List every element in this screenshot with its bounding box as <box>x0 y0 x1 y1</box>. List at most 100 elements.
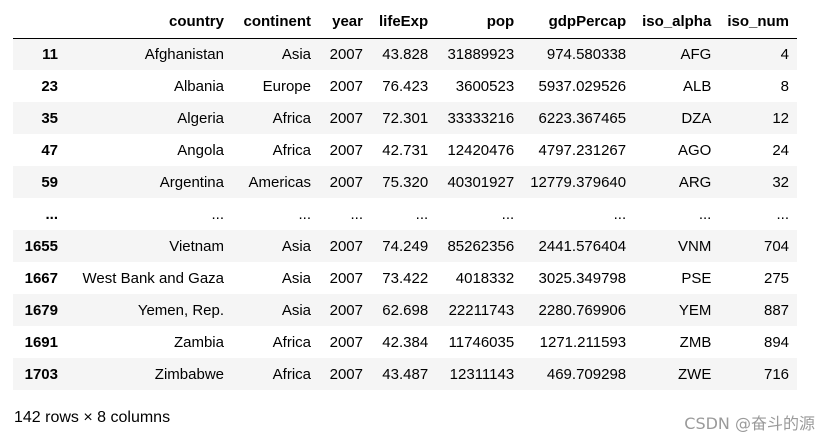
table-row: 11 Afghanistan Asia 2007 43.828 31889923 974.5… <box>13 38 798 70</box>
cell-pop: 4018332 <box>455 269 515 287</box>
cell-pop: 12311143 <box>449 365 515 383</box>
cell-pop: 33333216 <box>447 109 515 127</box>
cell-gdppercap: 1271.211593 <box>539 333 627 351</box>
cell-continent: Asia <box>281 45 311 63</box>
cell-gdppercap: 3025.349798 <box>538 269 627 287</box>
cell-year: 2007 <box>329 237 363 255</box>
cell-year: 2007 <box>329 301 363 319</box>
cell-continent: Europe <box>262 77 311 95</box>
cell-continent: Africa <box>272 333 311 351</box>
cell-iso-num: 887 <box>763 301 790 319</box>
cell-lifeexp: 76.423 <box>382 77 429 95</box>
cell-year: 2007 <box>329 141 363 159</box>
cell-pop: 12420476 <box>447 141 515 159</box>
cell-country: Afghanistan <box>144 45 224 63</box>
cell-iso-num: 894 <box>763 333 790 351</box>
row-index: 1703 <box>24 365 58 383</box>
table-row: 23 Albania Europe 2007 76.423 3600523 5937.029… <box>13 70 798 102</box>
cell-year: 2007 <box>329 269 363 287</box>
cell-iso-num: 32 <box>772 173 790 191</box>
cell-year: 2007 <box>329 173 363 191</box>
cell-iso-alpha: VNM <box>677 237 712 255</box>
row-index: 1679 <box>24 301 58 319</box>
column-header-iso-num: iso_num <box>719 6 798 39</box>
cell-iso-alpha: AFG <box>680 45 712 63</box>
cell-lifeexp: 43.828 <box>382 45 429 63</box>
table-row: 35 Algeria Africa 2007 72.301 33333216 6223.36… <box>13 102 798 134</box>
cell-iso-alpha: ZWE <box>678 365 712 383</box>
cell-lifeexp: 74.249 <box>382 237 429 255</box>
cell-lifeexp: 72.301 <box>382 109 429 127</box>
cell-iso-alpha: YEM <box>678 301 712 319</box>
cell-lifeexp: ... <box>415 205 429 223</box>
cell-country: Argentina <box>159 173 224 191</box>
cell-iso-num: 4 <box>780 45 790 63</box>
cell-gdppercap: 4797.231267 <box>538 141 627 159</box>
row-index: ... <box>45 205 58 223</box>
cell-iso-num: 275 <box>763 269 790 287</box>
table-row: 1655 Vietnam Asia 2007 74.249 85262356 2441.57… <box>13 230 798 262</box>
cell-continent: Americas <box>248 173 311 191</box>
row-index: 35 <box>41 109 58 127</box>
cell-pop: 85262356 <box>447 237 515 255</box>
cell-year: 2007 <box>329 333 363 351</box>
cell-continent: Africa <box>272 365 311 383</box>
cell-iso-num: 8 <box>780 77 790 95</box>
table-row: 47 Angola Africa 2007 42.731 12420476 4797.231… <box>13 134 798 166</box>
cell-gdppercap: 6223.367465 <box>538 109 627 127</box>
cell-lifeexp: 42.384 <box>382 333 429 351</box>
column-header-iso-alpha: iso_alpha <box>634 6 720 39</box>
table-row: 1691 Zambia Africa 2007 42.384 11746035 1271.2… <box>13 326 798 358</box>
cell-year: 2007 <box>329 109 363 127</box>
cell-continent: Africa <box>272 141 311 159</box>
cell-year: 2007 <box>329 45 363 63</box>
cell-gdppercap: 974.580338 <box>546 45 627 63</box>
cell-iso-num: 24 <box>772 141 790 159</box>
watermark: CSDN @奋斗的源 <box>684 414 815 433</box>
column-header-pop: pop <box>436 6 523 39</box>
cell-pop: 40301927 <box>447 173 515 191</box>
cell-pop: 11746035 <box>448 333 515 351</box>
cell-gdppercap: ... <box>613 205 627 223</box>
cell-iso-num: 704 <box>763 237 790 255</box>
table-row: ........................... <box>13 198 798 230</box>
column-header-continent: continent <box>232 6 319 39</box>
cell-country: Vietnam <box>169 237 224 255</box>
table-row: 1679 Yemen, Rep. Asia 2007 62.698 22211743 228… <box>13 294 798 326</box>
cell-iso-alpha: ZMB <box>679 333 712 351</box>
cell-continent: ... <box>298 205 311 223</box>
cell-pop: 22211743 <box>448 301 515 319</box>
cell-iso-alpha: PSE <box>681 269 712 287</box>
cell-country: Zambia <box>173 333 224 351</box>
dataframe-shape-info: 142 rows × 8 columns <box>14 409 171 426</box>
cell-year: 2007 <box>329 365 363 383</box>
cell-gdppercap: 12779.379640 <box>530 173 627 191</box>
cell-iso-alpha: DZA <box>681 109 712 127</box>
column-header-lifeexp: lifeExp <box>371 6 437 39</box>
table-row: 59 Argentina Americas 2007 75.320 40301927 127… <box>13 166 798 198</box>
cell-continent: Asia <box>281 237 311 255</box>
row-index: 1655 <box>24 237 58 255</box>
cell-lifeexp: 62.698 <box>382 301 429 319</box>
row-index: 23 <box>41 77 58 95</box>
cell-pop: 3600523 <box>455 77 515 95</box>
cell-iso-num: 12 <box>772 109 790 127</box>
dataframe-table: country continent year lifeExp pop gdpPe… <box>13 6 798 390</box>
cell-year: ... <box>350 205 363 223</box>
column-header-gdppercap: gdpPercap <box>522 6 635 39</box>
cell-continent: Asia <box>281 269 311 287</box>
table-header: country continent year lifeExp pop gdpPe… <box>13 6 798 39</box>
cell-country: ... <box>211 205 224 223</box>
cell-lifeexp: 42.731 <box>382 141 429 159</box>
cell-country: Yemen, Rep. <box>137 301 224 319</box>
cell-gdppercap: 469.709298 <box>546 365 627 383</box>
column-header-country: country <box>66 6 232 39</box>
cell-iso-num: ... <box>776 205 790 223</box>
cell-country: Algeria <box>177 109 224 127</box>
cell-gdppercap: 2441.576404 <box>538 237 627 255</box>
index-header <box>13 6 66 39</box>
cell-continent: Africa <box>272 109 311 127</box>
cell-country: Angola <box>177 141 224 159</box>
column-header-year: year <box>319 6 371 39</box>
cell-iso-alpha: AGO <box>677 141 712 159</box>
